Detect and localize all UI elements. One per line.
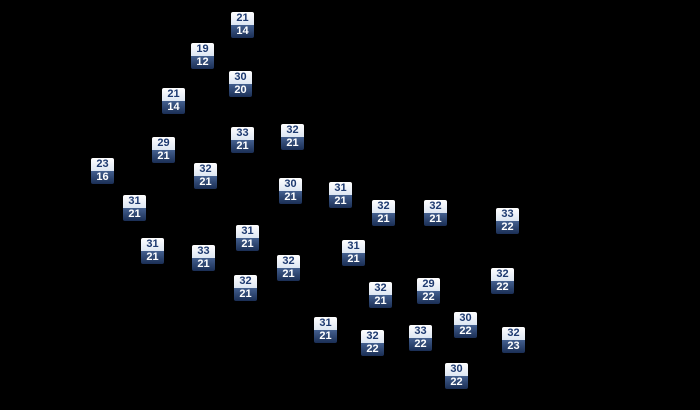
low-temp: 21 (329, 195, 352, 208)
high-temp: 31 (236, 225, 259, 238)
low-temp: 21 (234, 288, 257, 301)
low-temp: 23 (502, 340, 525, 353)
low-temp: 21 (231, 140, 254, 153)
low-temp: 21 (424, 213, 447, 226)
high-temp: 33 (192, 245, 215, 258)
temp-marker[interactable]: 29 21 (152, 137, 175, 163)
low-temp: 12 (191, 56, 214, 69)
high-temp: 31 (329, 182, 352, 195)
high-temp: 19 (191, 43, 214, 56)
low-temp: 14 (162, 101, 185, 114)
temp-marker[interactable]: 31 21 (314, 317, 337, 343)
low-temp: 21 (141, 251, 164, 264)
temp-marker[interactable]: 31 21 (141, 238, 164, 264)
temp-marker[interactable]: 19 12 (191, 43, 214, 69)
low-temp: 21 (194, 176, 217, 189)
low-temp: 21 (152, 150, 175, 163)
temp-marker[interactable]: 32 21 (424, 200, 447, 226)
high-temp: 32 (361, 330, 384, 343)
high-temp: 29 (417, 278, 440, 291)
low-temp: 21 (123, 208, 146, 221)
temp-marker[interactable]: 33 21 (192, 245, 215, 271)
temp-marker[interactable]: 29 22 (417, 278, 440, 304)
temp-marker[interactable]: 31 21 (236, 225, 259, 251)
low-temp: 21 (369, 295, 392, 308)
temp-marker[interactable]: 33 22 (409, 325, 432, 351)
low-temp: 21 (372, 213, 395, 226)
low-temp: 22 (491, 281, 514, 294)
low-temp: 22 (445, 376, 468, 389)
high-temp: 32 (277, 255, 300, 268)
high-temp: 21 (162, 88, 185, 101)
temp-marker[interactable]: 32 21 (194, 163, 217, 189)
low-temp: 21 (279, 191, 302, 204)
temp-marker[interactable]: 32 22 (491, 268, 514, 294)
temp-marker[interactable]: 21 14 (231, 12, 254, 38)
high-temp: 33 (231, 127, 254, 140)
temp-marker[interactable]: 30 20 (229, 71, 252, 97)
high-temp: 32 (281, 124, 304, 137)
temp-marker[interactable]: 32 21 (234, 275, 257, 301)
high-temp: 32 (194, 163, 217, 176)
low-temp: 21 (192, 258, 215, 271)
temp-marker[interactable]: 30 22 (445, 363, 468, 389)
high-temp: 32 (491, 268, 514, 281)
temp-marker[interactable]: 23 16 (91, 158, 114, 184)
high-temp: 31 (123, 195, 146, 208)
temp-marker[interactable]: 32 21 (277, 255, 300, 281)
low-temp: 21 (314, 330, 337, 343)
low-temp: 21 (277, 268, 300, 281)
temp-marker[interactable]: 21 14 (162, 88, 185, 114)
high-temp: 30 (229, 71, 252, 84)
high-temp: 32 (369, 282, 392, 295)
temp-marker[interactable]: 33 21 (231, 127, 254, 153)
low-temp: 14 (231, 25, 254, 38)
high-temp: 30 (445, 363, 468, 376)
high-temp: 21 (231, 12, 254, 25)
temp-marker[interactable]: 32 21 (281, 124, 304, 150)
high-temp: 30 (454, 312, 477, 325)
low-temp: 21 (342, 253, 365, 266)
high-temp: 32 (372, 200, 395, 213)
low-temp: 22 (454, 325, 477, 338)
low-temp: 22 (496, 221, 519, 234)
high-temp: 29 (152, 137, 175, 150)
temp-marker[interactable]: 31 21 (329, 182, 352, 208)
temp-marker[interactable]: 31 21 (342, 240, 365, 266)
high-temp: 31 (342, 240, 365, 253)
high-temp: 32 (424, 200, 447, 213)
temp-marker[interactable]: 30 21 (279, 178, 302, 204)
temp-marker[interactable]: 33 22 (496, 208, 519, 234)
low-temp: 16 (91, 171, 114, 184)
low-temp: 21 (281, 137, 304, 150)
low-temp: 22 (409, 338, 432, 351)
high-temp: 32 (502, 327, 525, 340)
high-temp: 32 (234, 275, 257, 288)
low-temp: 21 (236, 238, 259, 251)
low-temp: 22 (361, 343, 384, 356)
high-temp: 31 (141, 238, 164, 251)
low-temp: 20 (229, 84, 252, 97)
temp-marker[interactable]: 32 21 (369, 282, 392, 308)
temp-marker[interactable]: 32 21 (372, 200, 395, 226)
temp-marker[interactable]: 32 22 (361, 330, 384, 356)
temp-marker[interactable]: 31 21 (123, 195, 146, 221)
low-temp: 22 (417, 291, 440, 304)
high-temp: 30 (279, 178, 302, 191)
high-temp: 23 (91, 158, 114, 171)
high-temp: 33 (496, 208, 519, 221)
high-temp: 33 (409, 325, 432, 338)
high-temp: 31 (314, 317, 337, 330)
temp-marker[interactable]: 32 23 (502, 327, 525, 353)
temp-marker[interactable]: 30 22 (454, 312, 477, 338)
